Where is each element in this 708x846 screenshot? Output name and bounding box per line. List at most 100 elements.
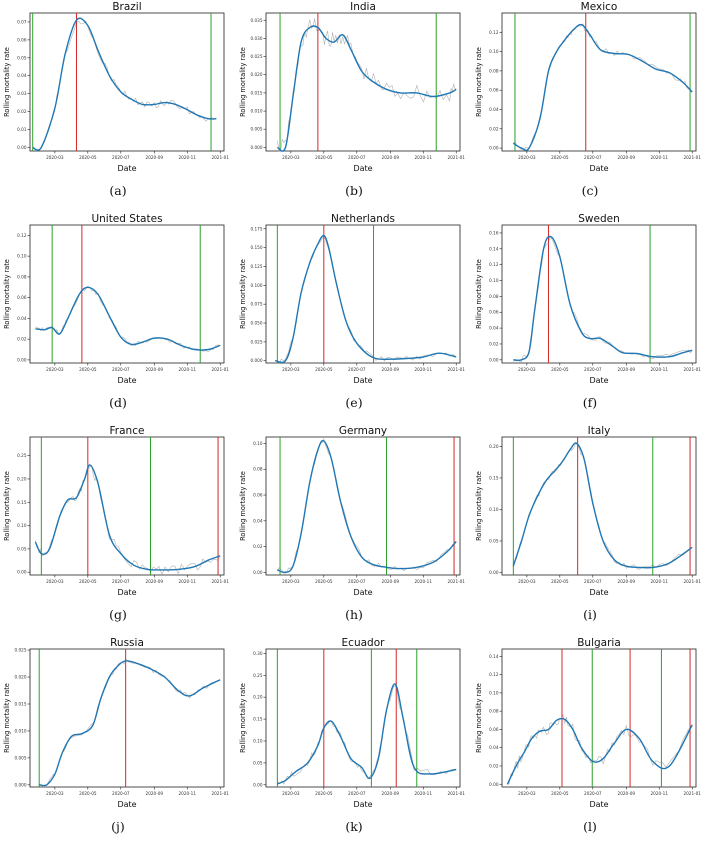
chart-panel: Mexico 2020-03 2020-05 2020-07 2020-09 2020-1…	[472, 0, 708, 210]
y-tick-label: 0.03	[17, 91, 27, 96]
x-tick-label: 2021-01	[447, 367, 465, 372]
x-axis-label: Date	[353, 800, 372, 809]
y-tick-label: 0.030	[251, 36, 263, 41]
y-tick-label: 0.08	[489, 68, 499, 73]
y-axis-label: Rolling mortality rate	[475, 683, 483, 753]
plot-frame	[501, 12, 697, 152]
y-axis-label: Rolling mortality rate	[3, 47, 11, 117]
y-tick-label: 0.05	[17, 546, 27, 551]
x-axis-label: Date	[117, 376, 136, 385]
plot-frame	[29, 12, 225, 152]
y-tick-label: 0.25	[253, 673, 263, 678]
y-tick-label: 0.07	[17, 19, 27, 24]
y-tick-label: 0.06	[253, 493, 263, 498]
x-tick-label: 2020-05	[315, 367, 333, 372]
y-tick-label: 0.020	[251, 72, 263, 77]
x-tick-label: 2020-09	[382, 155, 400, 160]
chart-panel: Russia 2020-03 2020-05 2020-07 2020-09 2020-1…	[0, 636, 236, 846]
panel-caption: (g)	[109, 607, 127, 622]
x-tick-label: 2020-07	[348, 155, 366, 160]
y-tick-label: 0.06	[489, 727, 499, 732]
y-tick-label: 0.10	[489, 507, 499, 512]
y-axis-label: Rolling mortality rate	[475, 471, 483, 541]
smoothed-series-line	[34, 464, 221, 571]
y-tick-label: 0.000	[251, 145, 263, 150]
y-tick-label: 0.05	[489, 538, 499, 543]
chart-panel: Italy 2020-03 2020-05 2020-07 2020-09 2020-11…	[472, 424, 708, 634]
y-tick-label: 0.00	[17, 145, 27, 150]
y-tick-label: 0.20	[489, 444, 499, 449]
x-tick-label: 2020-05	[551, 579, 569, 584]
x-axis-label: Date	[117, 800, 136, 809]
chart-title: Brazil	[112, 1, 141, 13]
plot-frame	[29, 436, 225, 576]
y-tick-label: 0.02	[489, 341, 499, 346]
x-tick-label: 2020-05	[79, 155, 97, 160]
x-tick-label: 2020-09	[382, 579, 400, 584]
plot-frame	[265, 436, 461, 576]
panel-caption: (a)	[109, 183, 127, 198]
x-tick-label: 2021-01	[683, 791, 701, 796]
y-tick-label: 0.30	[253, 651, 263, 656]
x-tick-label: 2020-03	[46, 367, 64, 372]
x-tick-label: 2020-05	[79, 367, 97, 372]
chart-svg: Sweden 2020-03 2020-05 2020-07 2020-09 2020-1…	[475, 213, 701, 385]
x-tick-label: 2020-09	[382, 791, 400, 796]
x-tick-label: 2020-05	[551, 155, 569, 160]
y-tick-label: 0.000	[251, 358, 263, 363]
y-tick-label: 0.10	[253, 739, 263, 744]
y-axis-label: Rolling mortality rate	[239, 259, 247, 329]
y-tick-label: 0.06	[17, 295, 27, 300]
x-tick-label: 2021-01	[447, 791, 465, 796]
y-axis-label: Rolling mortality rate	[239, 683, 247, 753]
x-tick-label: 2020-11	[415, 367, 433, 372]
x-tick-label: 2020-07	[112, 579, 130, 584]
panel-caption: (d)	[109, 395, 127, 410]
y-tick-label: 0.02	[253, 544, 263, 549]
chart-svg: Brazil 2020-03 2020-05 2020-07 2020-09 2020-1…	[3, 1, 229, 173]
y-tick-label: 0.02	[17, 337, 27, 342]
y-axis-label: Rolling mortality rate	[239, 47, 247, 117]
plot-frame	[29, 648, 225, 788]
chart-title: Sweden	[578, 213, 620, 225]
plot-frame	[501, 224, 697, 364]
y-tick-label: 0.02	[489, 763, 499, 768]
plot-frame	[265, 224, 461, 364]
chart-svg: Bulgaria 2020-03 2020-05 2020-07 2020-09 2020…	[475, 637, 701, 809]
chart-svg: Netherlands 2020-03 2020-05 2020-07 2020-09 2…	[239, 213, 465, 385]
x-tick-label: 2020-07	[584, 367, 602, 372]
x-tick-label: 2020-09	[146, 367, 164, 372]
chart-panel: France 2020-03 2020-05 2020-07 2020-09 2020-1…	[0, 424, 236, 634]
x-tick-label: 2020-05	[315, 155, 333, 160]
x-tick-label: 2020-11	[415, 791, 433, 796]
y-tick-label: 0.00	[253, 570, 263, 575]
x-tick-label: 2021-01	[211, 155, 229, 160]
x-tick-label: 2020-03	[518, 791, 536, 796]
x-tick-label: 2020-07	[348, 367, 366, 372]
smoothed-series-line	[277, 683, 457, 785]
y-tick-label: 0.010	[251, 109, 263, 114]
x-tick-label: 2020-07	[584, 579, 602, 584]
panel-caption: (c)	[581, 183, 599, 198]
x-axis-label: Date	[117, 588, 136, 597]
y-tick-label: 0.025	[15, 648, 27, 653]
y-tick-label: 0.04	[253, 518, 263, 523]
y-tick-label: 0.08	[489, 709, 499, 714]
x-axis-label: Date	[117, 164, 136, 173]
raw-data-line	[35, 285, 221, 352]
y-tick-label: 0.035	[251, 18, 263, 23]
x-axis-label: Date	[589, 376, 608, 385]
x-tick-label: 2021-01	[683, 155, 701, 160]
x-tick-label: 2020-03	[46, 579, 64, 584]
chart-svg: Mexico 2020-03 2020-05 2020-07 2020-09 2020-1…	[475, 1, 701, 173]
y-tick-label: 0.125	[251, 264, 263, 269]
x-axis-label: Date	[589, 800, 608, 809]
smoothed-series-line	[277, 439, 457, 574]
chart-title: Bulgaria	[577, 637, 621, 649]
y-tick-label: 0.10	[17, 523, 27, 528]
x-tick-label: 2021-01	[211, 579, 229, 584]
chart-panel: Germany 2020-03 2020-05 2020-07 2020-09 2020-…	[236, 424, 472, 634]
chart-title: Germany	[339, 425, 387, 437]
x-tick-label: 2020-11	[415, 155, 433, 160]
